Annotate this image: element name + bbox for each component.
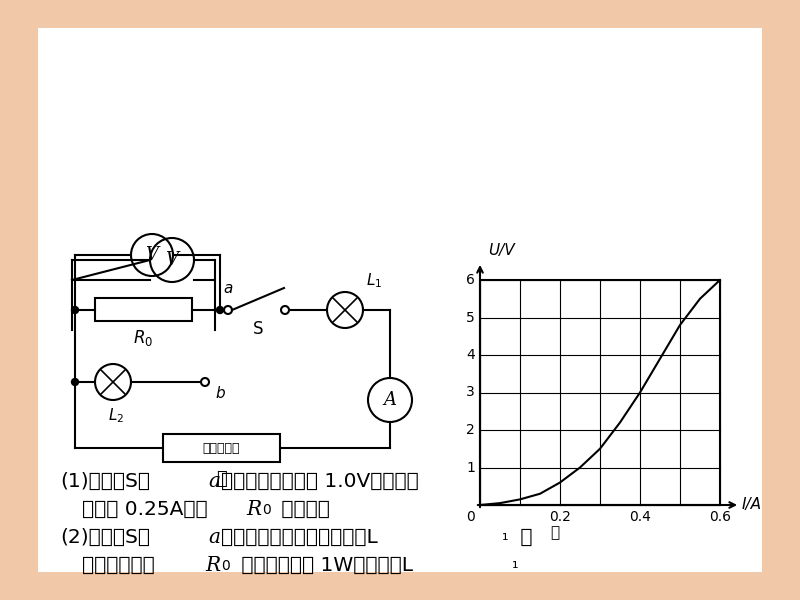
Text: $L_1$: $L_1$ [366, 271, 382, 290]
Text: a: a [208, 528, 220, 547]
Text: ₁: ₁ [512, 554, 518, 572]
Text: R: R [205, 556, 220, 575]
Text: $R_0$: $R_0$ [134, 328, 154, 348]
Text: 时，调节电源电压，使灯泡L: 时，调节电源电压，使灯泡L [221, 528, 378, 547]
Text: (2)当开关S接: (2)当开关S接 [60, 528, 150, 547]
Text: 5: 5 [466, 311, 475, 325]
Text: 消耗的功率为 1W，求灯泡L: 消耗的功率为 1W，求灯泡L [235, 556, 413, 575]
Circle shape [217, 307, 223, 313]
Text: S: S [253, 320, 263, 338]
Text: 的阻值；: 的阻值； [275, 500, 330, 519]
Circle shape [71, 379, 78, 385]
Text: R: R [246, 500, 261, 519]
Text: 4: 4 [466, 348, 475, 362]
Text: V: V [166, 251, 178, 269]
Text: 示数为 0.25A，求: 示数为 0.25A，求 [82, 500, 208, 519]
Text: 乙: 乙 [550, 525, 559, 540]
Text: a: a [208, 472, 220, 491]
Text: I/A: I/A [742, 497, 762, 512]
Text: 可调压电源: 可调压电源 [202, 442, 240, 455]
Text: 2: 2 [466, 423, 475, 437]
Circle shape [224, 306, 232, 314]
Circle shape [201, 378, 209, 386]
Text: (1)当开关S接: (1)当开关S接 [60, 472, 150, 491]
Text: 0: 0 [221, 559, 230, 573]
Text: 1: 1 [466, 461, 475, 475]
Text: $L_2$: $L_2$ [108, 406, 124, 425]
FancyBboxPatch shape [38, 28, 762, 572]
Text: 正: 正 [514, 528, 533, 547]
Text: 甲: 甲 [216, 470, 227, 488]
Text: 0: 0 [262, 503, 270, 517]
Circle shape [71, 307, 78, 313]
Text: 0.6: 0.6 [709, 510, 731, 524]
Text: 0.4: 0.4 [629, 510, 651, 524]
Text: 时，电压表示数为 1.0V，电流表: 时，电压表示数为 1.0V，电流表 [221, 472, 418, 491]
Text: 0.2: 0.2 [549, 510, 571, 524]
Bar [95, 298, 192, 321]
Text: U/V: U/V [488, 243, 514, 258]
Circle shape [281, 306, 289, 314]
Text: 0: 0 [466, 510, 475, 524]
Text: 常发光，此时: 常发光，此时 [82, 556, 154, 575]
Text: ₁: ₁ [502, 526, 509, 544]
Text: 3: 3 [466, 385, 475, 400]
Text: $b$: $b$ [215, 385, 226, 401]
Text: A: A [383, 391, 397, 409]
Text: V: V [146, 246, 158, 264]
Text: 6: 6 [466, 273, 475, 287]
Bar [163, 434, 280, 462]
Text: $a$: $a$ [223, 282, 233, 296]
